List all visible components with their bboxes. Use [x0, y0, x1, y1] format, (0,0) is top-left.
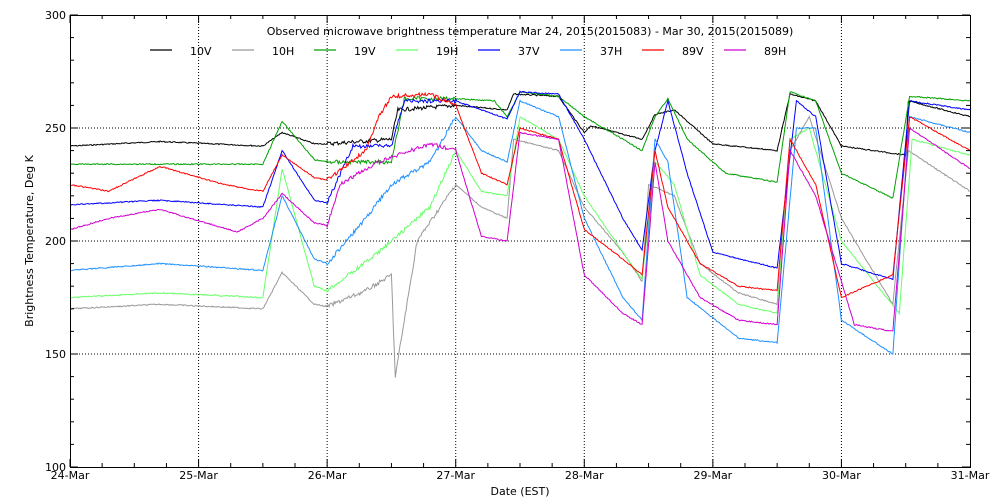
- axis-ticks: 24-Mar 25-Mar 26-Mar 27-Mar 28-Mar 29-Mar 30-M…: [45, 9, 990, 482]
- x-tick-label: 31-Mar: [951, 469, 990, 482]
- y-tick-label: 250: [45, 122, 66, 135]
- legend-label-19v: 19V: [354, 45, 376, 58]
- y-tick-label: 150: [45, 348, 66, 361]
- legend-label-10h: 10H: [272, 45, 294, 58]
- x-tick-label: 27-Mar: [436, 469, 475, 482]
- legend-label-89v: 89V: [682, 45, 704, 58]
- legend-label-10v: 10V: [190, 45, 212, 58]
- series-lines: [69, 90, 971, 378]
- series-line-37v: [69, 90, 971, 281]
- series-line-10h: [70, 115, 971, 378]
- series-line-89h: [69, 126, 971, 332]
- legend: 10V 10H 19V 19H 37V 37H 89V 89H: [150, 45, 786, 58]
- y-axis-label: Brightness Temperature, Deg K: [23, 154, 36, 326]
- x-tick-label: 28-Mar: [565, 469, 604, 482]
- series-line-10v: [70, 92, 971, 157]
- series-line-19v: [70, 91, 971, 199]
- series-line-89v: [69, 91, 971, 299]
- series-line-19h: [69, 116, 971, 316]
- x-tick-label: 26-Mar: [308, 469, 347, 482]
- x-tick-label: 29-Mar: [693, 469, 732, 482]
- y-tick-label: 100: [45, 461, 66, 474]
- series-line-37h: [69, 99, 971, 355]
- x-tick-label: 30-Mar: [822, 469, 861, 482]
- legend-label-37h: 37H: [600, 45, 622, 58]
- legend-label-89h: 89H: [764, 45, 786, 58]
- y-tick-label: 300: [45, 9, 66, 22]
- legend-label-19h: 19H: [436, 45, 458, 58]
- grid: [70, 15, 970, 467]
- x-tick-label: 25-Mar: [179, 469, 218, 482]
- x-tick-label: 24-Mar: [51, 469, 90, 482]
- legend-label-37v: 37V: [518, 45, 540, 58]
- x-axis-label: Date (EST): [490, 485, 549, 498]
- y-tick-label: 200: [45, 235, 66, 248]
- chart-title: Observed microwave brightness temperatur…: [267, 25, 794, 38]
